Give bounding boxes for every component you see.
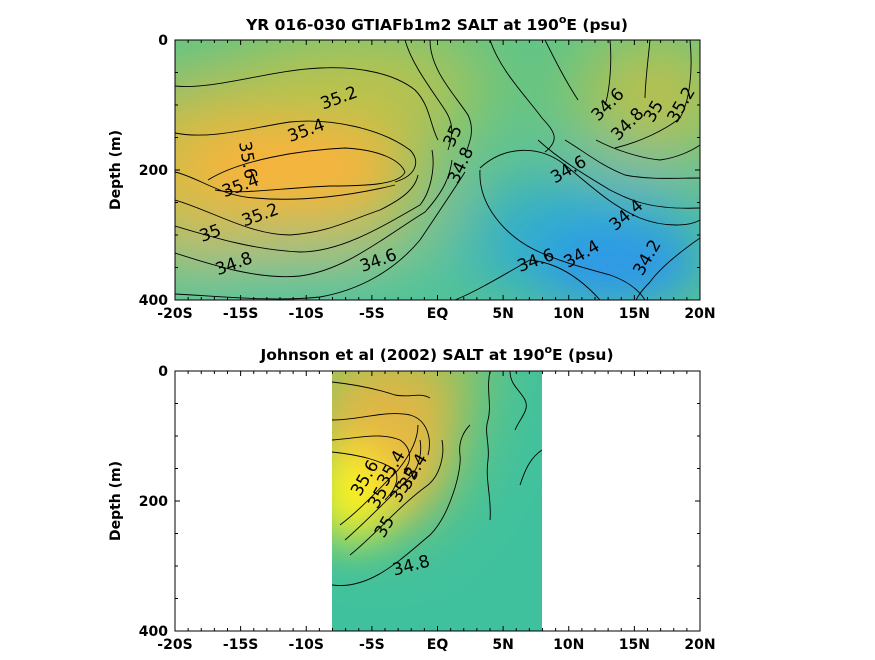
contour-35-2-upper: [175, 67, 439, 141]
contour-35-north: [404, 40, 453, 151]
panel-2-title: Johnson et al (2002) SALT at 190oE (psu): [259, 343, 613, 364]
contour2-n3: [519, 449, 542, 486]
contour-35-4-lower: [175, 171, 396, 200]
y-tick-label: 200: [139, 163, 168, 179]
contour-34-6-north: [489, 40, 555, 153]
field-core-max: [195, 130, 385, 200]
contour-34-8-ne: [564, 139, 700, 179]
field2-blob-upper: [345, 371, 455, 425]
contour-34-8-north: [429, 40, 472, 156]
contour2-35: [349, 439, 444, 556]
x-tick-label: -15S: [223, 637, 258, 653]
field-blob-east-surface: [575, 40, 700, 155]
contour2-35-4-a: [332, 413, 430, 456]
panel-1-y-tick-labels: 0 200 400: [139, 33, 168, 309]
contour2-34-8-upper: [332, 381, 431, 399]
panel-1-ticks: [174, 39, 701, 301]
contour-34-4-band-top: [479, 149, 700, 226]
x-tick-label: -5S: [359, 306, 385, 322]
x-tick-label: -10S: [289, 306, 324, 322]
x-tick-label: -20S: [157, 306, 192, 322]
contour-35-ne: [595, 139, 700, 161]
panel-1: YR 016-030 GTIAFb1m2 SALT at 190oE (psu): [108, 13, 716, 322]
x-tick-label: 10N: [553, 637, 584, 653]
field-blob-south-teal: [175, 250, 470, 300]
panel-2: Johnson et al (2002) SALT at 190oE (psu): [108, 343, 716, 653]
x-tick-label: 5N: [492, 637, 513, 653]
x-tick-label: -10S: [289, 637, 324, 653]
contour2-35-2-b: [344, 439, 422, 541]
contour2-n2: [509, 371, 527, 431]
x-tick-label: -5S: [359, 637, 385, 653]
contour-35-6: [207, 147, 406, 193]
contour-34-8-top-east: [604, 40, 612, 106]
field-core-min: [545, 235, 695, 295]
panel-1-y-axis-label: Depth (m): [108, 130, 124, 210]
panel-1-x-tick-labels: -20S -15S -10S -5S EQ 5N 10N 15N 20N: [157, 306, 715, 322]
panel-2-y-tick-labels: 0 200 400: [139, 364, 168, 640]
panel-2-contours: [332, 371, 542, 586]
contour-35-lower: [175, 149, 434, 253]
contour2-34-8: [332, 424, 471, 586]
field-blob-north-mid: [230, 40, 490, 140]
y-tick-label: 400: [139, 293, 168, 309]
contour-34-6-top-east: [544, 40, 579, 101]
panel-1-contours: [175, 40, 700, 300]
x-tick-label: 15N: [619, 637, 650, 653]
y-tick-label: 400: [139, 624, 168, 640]
contour-35-4-upper: [175, 120, 417, 183]
contour-34-6-south: [454, 259, 601, 300]
contour-34-4-band-bot: [479, 169, 646, 300]
contour2-35-6: [332, 451, 398, 501]
x-tick-label: 5N: [492, 306, 513, 322]
contour-34-2: [635, 237, 700, 300]
panel-2-x-tick-labels: -20S -15S -10S -5S EQ 5N 10N 15N 20N: [157, 637, 715, 653]
contour-35-2-ne: [614, 40, 692, 149]
field2-core-max: [332, 450, 387, 540]
contour2-35-4-b: [332, 435, 410, 471]
x-tick-label: -20S: [157, 637, 192, 653]
contour2-n1: [486, 371, 491, 521]
contour-35-top-east: [644, 40, 651, 99]
x-tick-label: 20N: [684, 306, 715, 322]
x-tick-label: -15S: [223, 306, 258, 322]
contour2-35-2-a: [339, 424, 419, 526]
panel-2-ticks: [174, 370, 701, 632]
x-tick-label: 10N: [553, 306, 584, 322]
contour-35-2-lower: [175, 174, 419, 236]
contour-34-8-lower: [175, 159, 453, 278]
y-tick-label: 0: [158, 33, 168, 49]
x-tick-label: 20N: [684, 637, 715, 653]
contour-34-6-lower: [175, 171, 466, 300]
x-tick-label: EQ: [427, 306, 449, 322]
x-tick-label: 15N: [619, 306, 650, 322]
y-tick-label: 0: [158, 364, 168, 380]
y-tick-label: 200: [139, 494, 168, 510]
x-tick-label: EQ: [427, 637, 449, 653]
panel-1-title: YR 016-030 GTIAFb1m2 SALT at 190oE (psu): [245, 13, 628, 34]
contour-34-6-ne: [537, 139, 700, 209]
panel-2-y-axis-label: Depth (m): [108, 461, 124, 541]
